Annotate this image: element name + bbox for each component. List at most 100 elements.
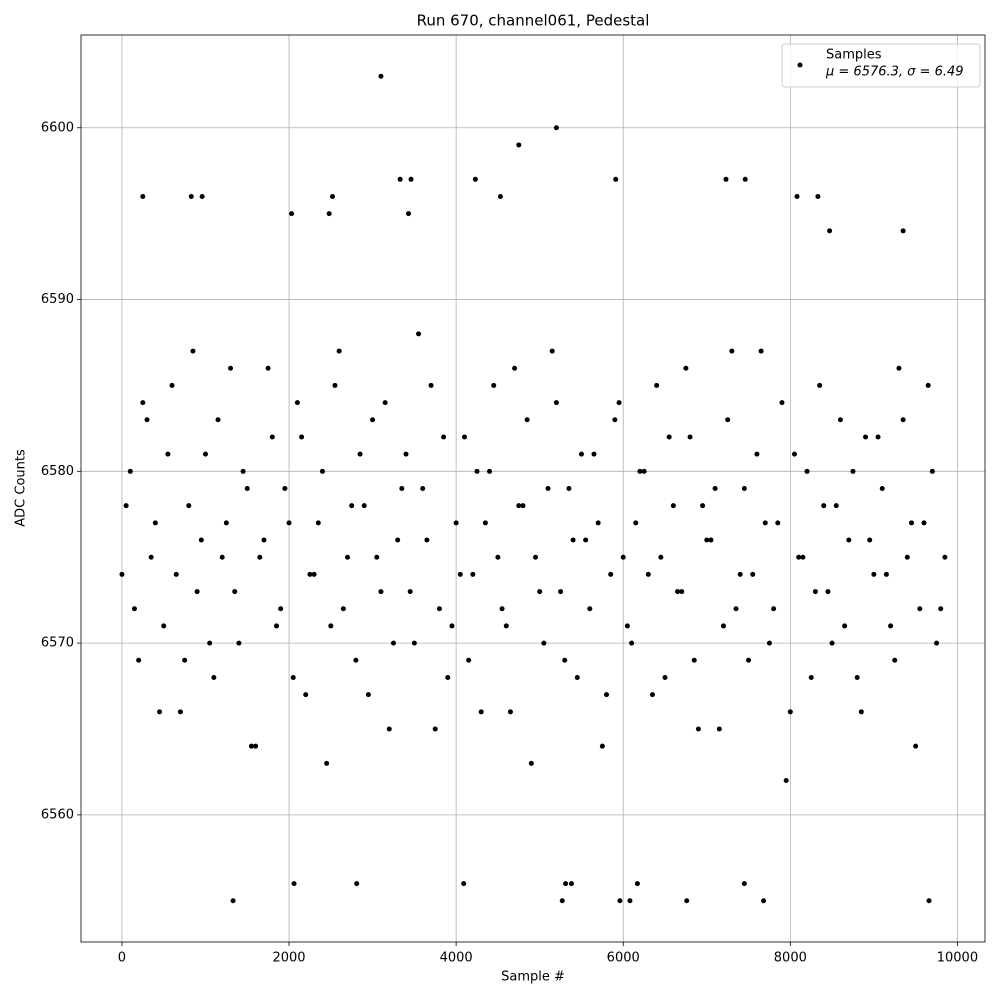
data-point	[223, 520, 229, 526]
data-point	[570, 537, 576, 543]
data-point	[119, 571, 125, 577]
data-point	[627, 898, 633, 904]
data-point	[723, 176, 729, 182]
data-point	[558, 589, 564, 595]
data-point	[453, 520, 459, 526]
data-point	[858, 709, 864, 715]
data-point	[679, 589, 685, 595]
data-point	[863, 434, 869, 440]
data-point	[633, 520, 639, 526]
data-point	[466, 657, 472, 663]
data-point	[624, 623, 630, 629]
data-point	[641, 468, 647, 474]
data-point	[787, 709, 793, 715]
data-point	[144, 417, 150, 423]
data-point	[871, 571, 877, 577]
data-point	[654, 382, 660, 388]
data-point	[236, 640, 242, 646]
data-point	[888, 623, 894, 629]
data-point	[658, 554, 664, 560]
data-point	[733, 606, 739, 612]
data-point	[340, 606, 346, 612]
data-point	[428, 382, 434, 388]
data-point	[157, 709, 163, 715]
data-point	[687, 434, 693, 440]
data-point	[499, 606, 505, 612]
data-point	[324, 760, 330, 766]
data-point	[294, 400, 300, 406]
data-point	[608, 571, 614, 577]
legend-label: Samples	[826, 48, 882, 63]
data-point	[424, 537, 430, 543]
data-point	[808, 674, 814, 680]
data-point	[587, 606, 593, 612]
data-point	[562, 657, 568, 663]
data-point	[704, 537, 710, 543]
data-point	[691, 657, 697, 663]
y-tick-label: 6560	[41, 807, 74, 822]
data-point	[794, 193, 800, 199]
data-point	[326, 211, 332, 217]
data-point	[282, 486, 288, 491]
data-point	[617, 898, 623, 904]
data-point	[198, 537, 204, 543]
data-point	[407, 589, 413, 595]
data-point	[420, 486, 426, 491]
data-point	[742, 176, 748, 182]
data-point	[892, 657, 898, 663]
data-point	[478, 709, 484, 715]
data-point	[261, 537, 267, 543]
data-point	[537, 589, 543, 595]
data-point	[291, 881, 297, 887]
data-point	[215, 417, 221, 423]
data-point	[875, 434, 881, 440]
data-point	[474, 468, 480, 474]
legend-marker	[797, 62, 803, 68]
data-point	[269, 434, 275, 440]
data-point	[332, 382, 338, 388]
data-point	[591, 451, 597, 457]
data-point	[202, 451, 208, 457]
data-point	[199, 193, 205, 199]
data-point	[604, 692, 610, 698]
data-point	[186, 503, 192, 509]
data-point	[336, 348, 342, 354]
data-point	[390, 640, 396, 646]
data-point	[883, 571, 889, 577]
data-point	[566, 486, 572, 491]
data-point	[265, 365, 271, 371]
data-point	[399, 486, 405, 491]
data-point	[712, 486, 718, 491]
data-point	[516, 142, 522, 148]
data-point	[649, 692, 655, 698]
data-point	[700, 503, 706, 509]
data-point	[278, 606, 284, 612]
data-point	[629, 640, 635, 646]
data-point	[253, 743, 259, 749]
data-point	[599, 743, 605, 749]
data-point	[637, 468, 643, 474]
data-point	[303, 692, 309, 698]
data-point	[850, 468, 856, 474]
data-point	[837, 417, 843, 423]
data-point	[319, 468, 325, 474]
data-point	[190, 348, 196, 354]
data-point	[207, 640, 213, 646]
data-point	[403, 451, 409, 457]
data-point	[758, 348, 764, 354]
data-point	[683, 365, 689, 371]
data-point	[127, 468, 133, 474]
data-point	[123, 503, 129, 509]
y-axis-label: ADC Counts	[14, 449, 29, 527]
data-point	[349, 503, 355, 509]
data-point	[274, 623, 280, 629]
data-point	[378, 589, 384, 595]
data-point	[286, 520, 292, 526]
data-point	[408, 176, 414, 182]
data-point	[315, 520, 321, 526]
data-point	[725, 417, 731, 423]
data-point	[311, 571, 317, 577]
data-point	[516, 503, 522, 509]
data-point	[445, 674, 451, 680]
chart-title: Run 670, channel061, Pedestal	[417, 12, 650, 30]
